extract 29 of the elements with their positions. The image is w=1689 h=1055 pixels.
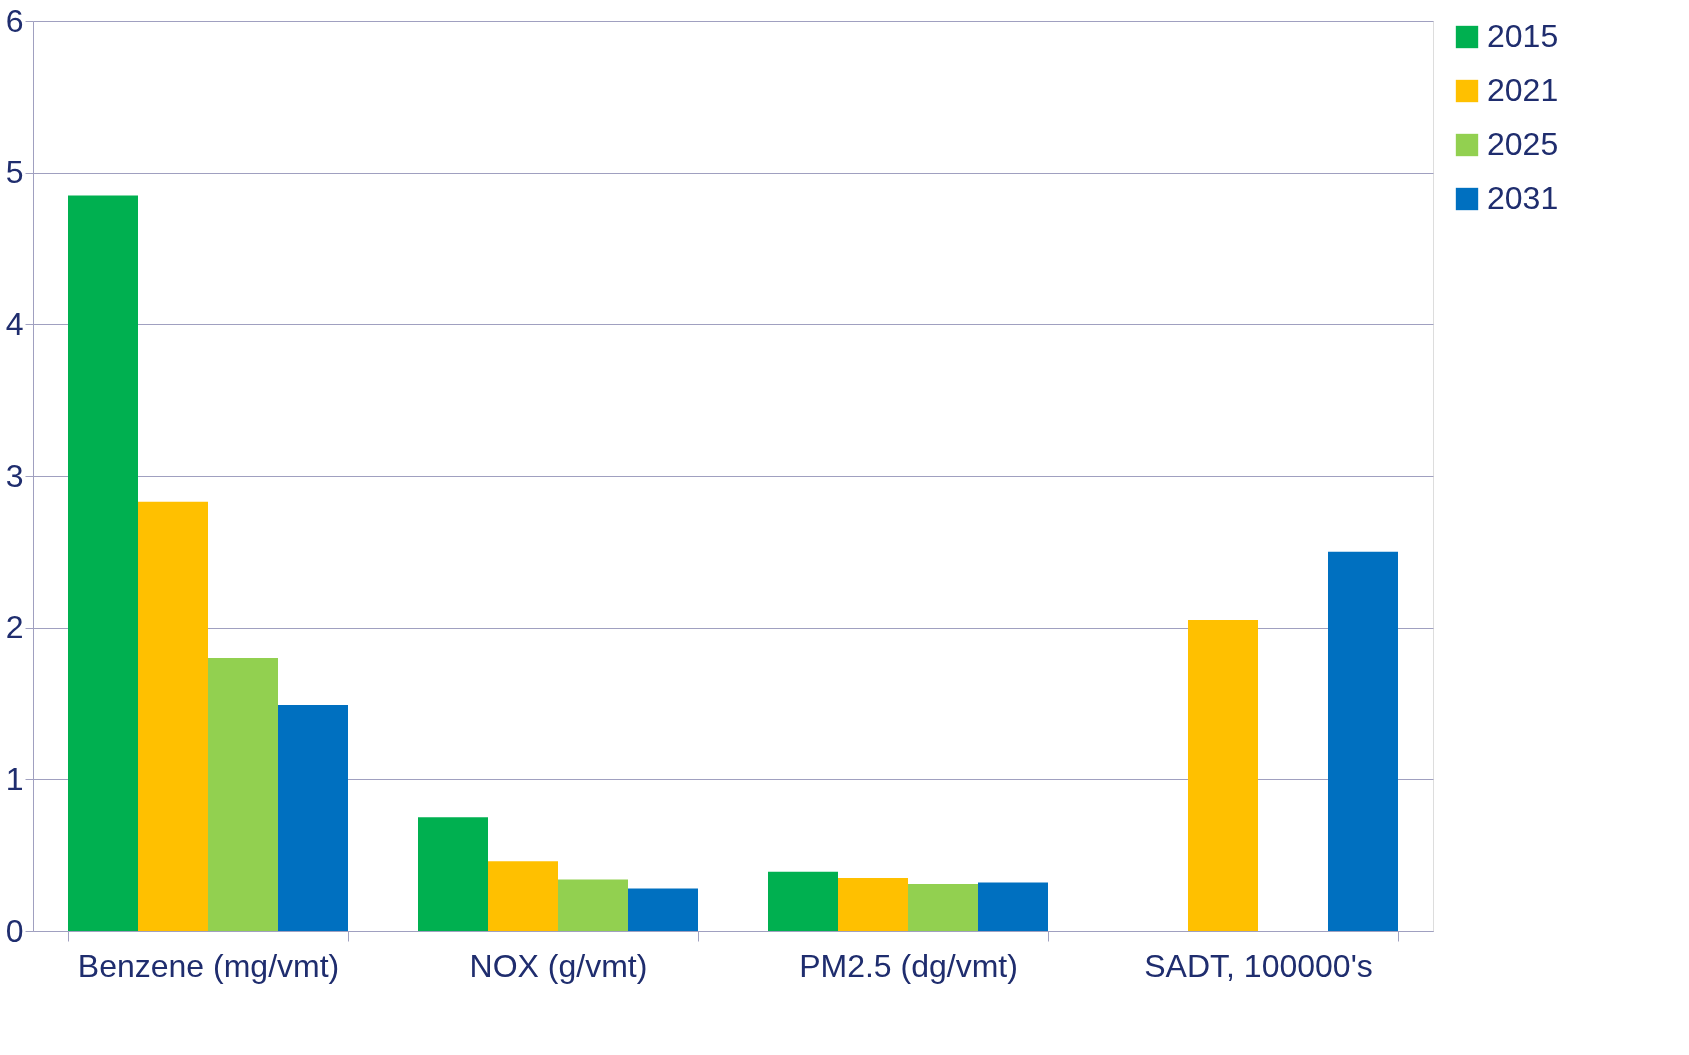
bar (768, 871, 838, 931)
bar (838, 877, 908, 931)
x-tick-label: NOX (g/vmt) (469, 947, 648, 984)
bar (1328, 551, 1398, 931)
bar (908, 883, 978, 931)
y-tick-label: 4 (5, 305, 24, 342)
x-tick-label: SADT, 100000's (1144, 947, 1373, 984)
bar (628, 888, 698, 931)
y-tick-label: 2 (5, 609, 24, 646)
y-tick-label: 0 (5, 912, 24, 949)
y-tick-label: 5 (5, 154, 24, 191)
y-tick-label: 6 (5, 2, 24, 39)
x-tick-label: Benzene (mg/vmt) (77, 947, 340, 984)
bar (1188, 620, 1258, 931)
legend-label: 2025 (1487, 126, 1559, 162)
bar (138, 501, 208, 931)
x-tick-label: PM2.5 (dg/vmt) (799, 947, 1018, 984)
bar (278, 705, 348, 931)
y-tick-label: 3 (5, 457, 24, 494)
bar (68, 195, 138, 931)
legend-label: 2031 (1487, 180, 1559, 216)
y-tick-label: 1 (5, 760, 24, 797)
bar (558, 879, 628, 931)
bar (418, 817, 488, 931)
bar (208, 658, 278, 931)
bar (978, 882, 1048, 931)
legend-label: 2021 (1487, 72, 1559, 108)
bar (488, 861, 558, 931)
legend-label: 2015 (1487, 18, 1559, 54)
